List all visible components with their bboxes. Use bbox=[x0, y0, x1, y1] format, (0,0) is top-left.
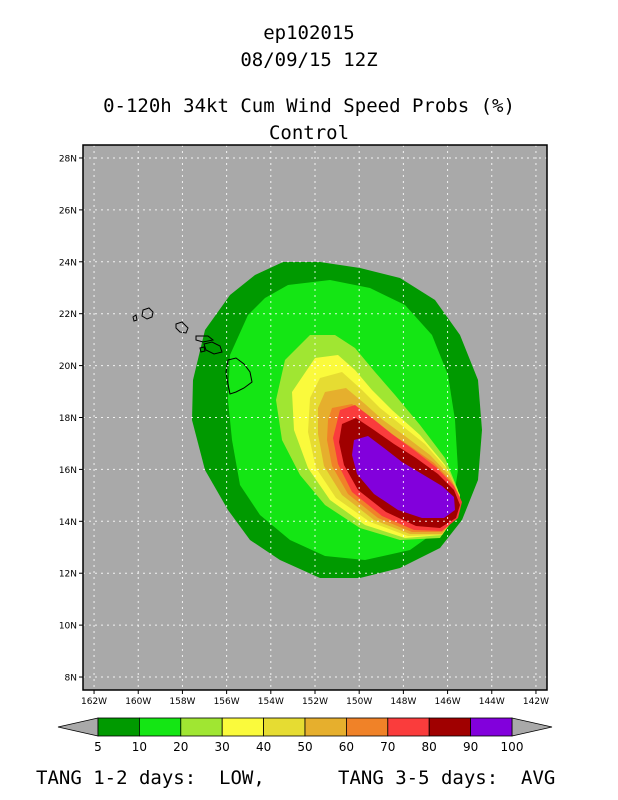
lon-tick-label: 146W bbox=[435, 697, 461, 707]
colorbar-box bbox=[387, 717, 430, 737]
colorbar-box bbox=[180, 717, 223, 737]
datetime-title: 08/09/15 12Z bbox=[240, 49, 378, 71]
colorbar-label: 60 bbox=[339, 740, 354, 754]
lon-tick-label: 158W bbox=[169, 697, 195, 707]
colorbar-box bbox=[470, 717, 513, 737]
lat-tick-label: 12N bbox=[59, 570, 77, 580]
lon-tick-label: 152W bbox=[302, 697, 328, 707]
island-lanai bbox=[199, 346, 206, 353]
lon-tick-label: 150W bbox=[346, 697, 372, 707]
longitude-axis: 162W 160W 158W 156W 154W 152W 150W 148W 146W 144W… bbox=[81, 690, 549, 707]
lon-tick-label: 154W bbox=[258, 697, 284, 707]
lat-tick-label: 24N bbox=[59, 258, 77, 268]
lat-tick-label: 14N bbox=[59, 518, 77, 528]
latitude-axis: 28N 26N 24N 22N 20N 18N 16N 14N 12N 10N 8N bbox=[59, 154, 83, 684]
colorbar-label: 5 bbox=[94, 740, 102, 754]
colorbar-label: 20 bbox=[173, 740, 188, 754]
lon-tick-label: 156W bbox=[214, 697, 240, 707]
lon-tick-label: 142W bbox=[523, 697, 549, 707]
island-oahu bbox=[175, 321, 189, 334]
colorbar-box bbox=[263, 717, 306, 737]
storm-id-title: ep102015 bbox=[263, 22, 355, 44]
island-hawaii bbox=[225, 357, 253, 395]
lat-tick-label: 10N bbox=[59, 622, 77, 632]
lat-tick-label: 18N bbox=[59, 414, 77, 424]
colorbar-label: 40 bbox=[256, 740, 271, 754]
lon-tick-label: 144W bbox=[479, 697, 505, 707]
colorbar-label: 90 bbox=[463, 740, 478, 754]
colorbar: 5 10 20 30 40 50 60 70 80 90 100 bbox=[57, 717, 553, 754]
lon-tick-label: 162W bbox=[81, 697, 107, 707]
colorbar-label: 80 bbox=[422, 740, 437, 754]
lat-tick-label: 28N bbox=[59, 154, 77, 164]
land-outline bbox=[132, 307, 253, 395]
tang-long-term: TANG 3-5 days: AVG bbox=[338, 767, 556, 789]
colorbar-box bbox=[221, 717, 264, 737]
probability-map: 28N 26N 24N 22N 20N 18N 16N 14N 12N 10N 8N 162W 160… bbox=[57, 144, 553, 754]
lat-tick-label: 8N bbox=[65, 674, 77, 684]
colorbar-box bbox=[345, 717, 389, 737]
island-niihau bbox=[132, 314, 138, 322]
colorbar-box bbox=[138, 717, 182, 737]
colorbar-box bbox=[97, 717, 140, 737]
product-title: 0-120h 34kt Cum Wind Speed Probs (%) bbox=[103, 95, 515, 117]
island-maui bbox=[203, 341, 223, 355]
lon-tick-label: 160W bbox=[125, 697, 151, 707]
tang-short-term: TANG 1-2 days: LOW, bbox=[36, 767, 265, 789]
colorbar-label: 10 bbox=[132, 740, 147, 754]
lat-tick-label: 20N bbox=[59, 362, 77, 372]
colorbar-label: 100 bbox=[501, 740, 524, 754]
island-kauai bbox=[141, 307, 154, 320]
colorbar-low-arrow bbox=[57, 717, 99, 737]
colorbar-label: 50 bbox=[297, 740, 312, 754]
colorbar-box bbox=[428, 717, 472, 737]
probability-contours bbox=[192, 262, 482, 578]
colorbar-high-arrow bbox=[511, 717, 553, 737]
gridlines bbox=[83, 145, 547, 690]
member-title: Control bbox=[268, 122, 350, 144]
lon-tick-label: 148W bbox=[390, 697, 416, 707]
colorbar-box bbox=[304, 717, 347, 737]
colorbar-label: 70 bbox=[380, 740, 395, 754]
lat-tick-label: 16N bbox=[59, 466, 77, 476]
colorbar-label: 30 bbox=[215, 740, 230, 754]
lat-tick-label: 26N bbox=[59, 206, 77, 216]
island-molokai bbox=[195, 335, 215, 343]
lat-tick-label: 22N bbox=[59, 310, 77, 320]
